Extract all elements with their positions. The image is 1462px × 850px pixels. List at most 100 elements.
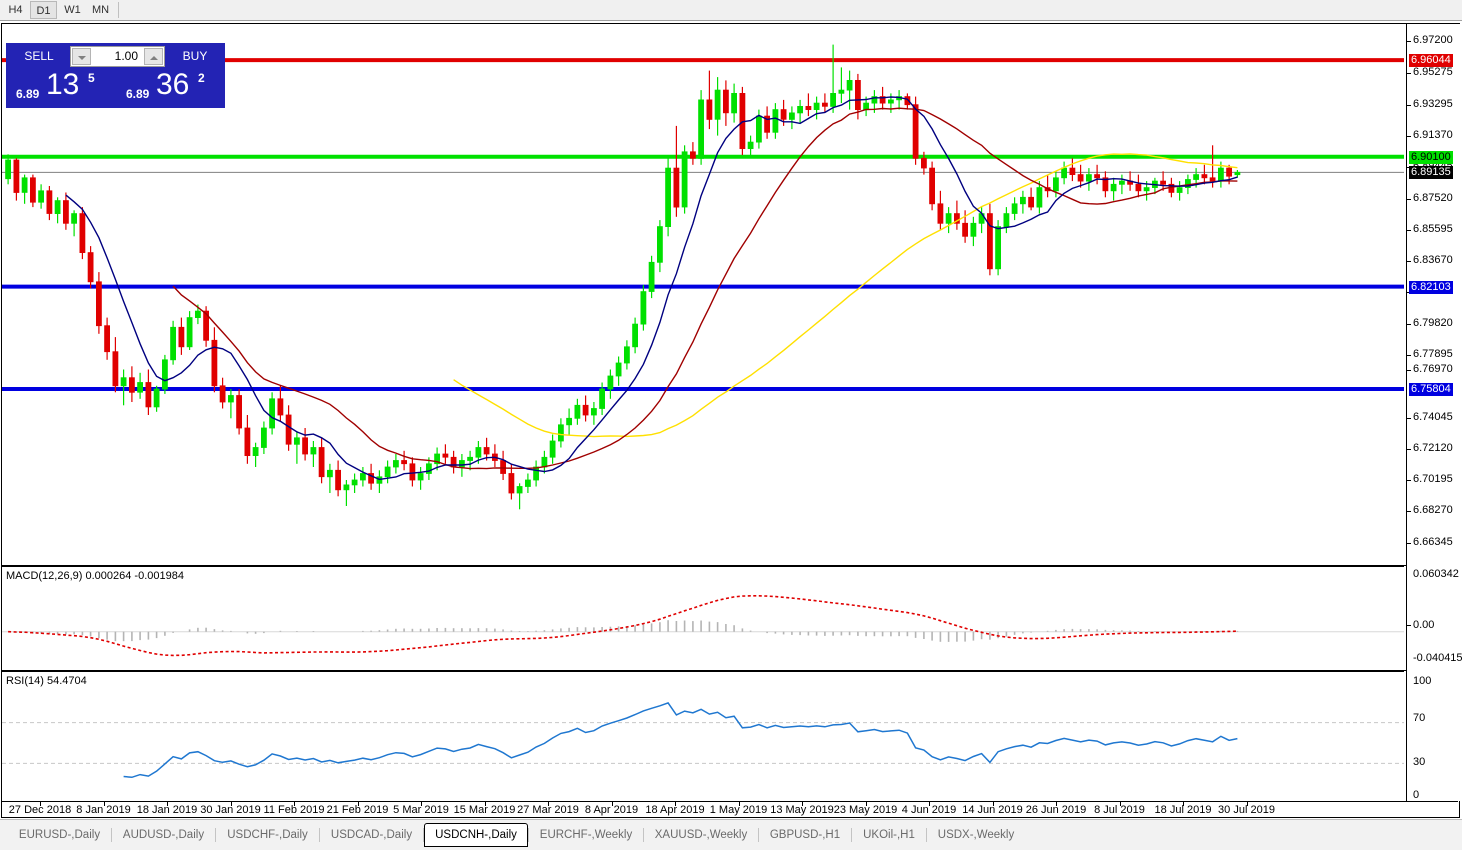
chart-tab-gbpusd[interactable]: GBPUSD-,H1 [769, 829, 841, 841]
candle-body [723, 89, 729, 114]
resistance-price-tag[interactable]: 6.96044 [1409, 54, 1453, 68]
tab-divider [851, 828, 852, 842]
volume-stepper[interactable]: 1.00 [70, 46, 165, 67]
support-price-tag[interactable]: 6.90100 [1409, 150, 1453, 164]
volume-decrease-button[interactable] [72, 48, 91, 65]
price-tick-mark [1407, 72, 1411, 74]
candle-body [129, 377, 135, 393]
candle-body [38, 190, 44, 203]
sell-button[interactable]: 6.89 13 5 [8, 68, 115, 108]
chart-tab-usdcnh[interactable]: USDCNH-,Daily [424, 823, 528, 847]
candle-body [855, 80, 861, 111]
candle-body [1185, 179, 1191, 189]
price-tick-label: 6.87520 [1413, 191, 1453, 204]
date-axis-label: 23 May 2019 [833, 804, 898, 816]
date-axis-label: 5 Mar 2019 [393, 804, 449, 816]
oct-header: SELL 1.00 BUY [7, 44, 226, 68]
candle-body [566, 417, 572, 426]
candle-body [632, 323, 638, 348]
candle-body [13, 159, 20, 193]
candle-body [1003, 213, 1010, 228]
date-axis-label: 30 Jan 2019 [200, 804, 261, 816]
price-tick-label: 6.95275 [1413, 65, 1453, 78]
date-axis-label: 11 Feb 2019 [263, 804, 325, 816]
current-price-tag[interactable]: 6.89135 [1409, 166, 1453, 180]
candle-body [277, 398, 284, 416]
candle-body [178, 326, 185, 348]
date-tick-mark [230, 802, 232, 806]
price-tick-label: 6.70195 [1413, 473, 1453, 486]
rsi-pane[interactable] [2, 671, 1404, 801]
chart-tab-audusd[interactable]: AUDUSD-,Daily [122, 829, 205, 841]
candle-body [1036, 187, 1043, 208]
macd-pane[interactable] [2, 566, 1404, 670]
candle-body [698, 99, 704, 159]
date-tick-mark [611, 802, 613, 806]
candle-body [87, 252, 94, 283]
candle-body [615, 362, 622, 377]
chart-tab-eurusd[interactable]: EURUSD-,Daily [18, 829, 101, 841]
candle-body [137, 382, 144, 393]
price-tick-mark [1407, 104, 1411, 106]
candle-body [970, 222, 977, 237]
candle-body [219, 385, 226, 403]
candle-body [945, 213, 952, 224]
candle-body [409, 463, 416, 481]
candle-body [1201, 174, 1208, 179]
candle-body [5, 159, 11, 180]
candle-body [747, 141, 754, 149]
rsi-tick-label: 70 [1413, 712, 1426, 724]
candle-body [1011, 203, 1018, 214]
toolbar-divider [118, 2, 119, 18]
buy-button[interactable]: 6.89 36 2 [118, 68, 225, 108]
period-button-d1[interactable]: D1 [30, 1, 57, 19]
candle-body [293, 437, 300, 445]
one-click-trading-panel[interactable]: SELL 1.00 BUY 6.89 13 5 6.89 36 2 [6, 43, 225, 108]
price-tick-mark [1407, 323, 1411, 325]
date-axis-label: 27 Dec 2018 [8, 804, 72, 816]
chart-tab-usdchf[interactable]: USDCHF-,Daily [227, 829, 308, 841]
candle-body [1028, 196, 1034, 208]
candle-body [929, 167, 935, 205]
candle-body [483, 447, 490, 455]
period-button-h4[interactable]: H4 [8, 4, 23, 16]
candle-body [937, 203, 944, 224]
rsi-line [123, 702, 1238, 779]
candle-body [789, 112, 795, 120]
sell-label[interactable]: SELL [24, 49, 54, 63]
candle-body [1218, 167, 1224, 182]
price-tick-label: 6.74045 [1413, 410, 1453, 423]
period-button-w1[interactable]: W1 [64, 4, 81, 16]
price-tick-label: 6.85595 [1413, 222, 1453, 235]
candle-body [706, 99, 713, 120]
chart-tab-eurchf[interactable]: EURCHF-,Weekly [539, 829, 633, 841]
chart-tab-ukoil[interactable]: UKOil-,H1 [863, 829, 915, 841]
price-pane[interactable] [2, 24, 1404, 564]
date-tick-mark [738, 802, 740, 806]
chart-tab-usdx[interactable]: USDX-,Weekly [937, 829, 1015, 841]
period-toolbar: H4 D1 W1 MN [0, 0, 1462, 21]
date-axis-label: 1 May 2019 [709, 804, 768, 816]
volume-increase-button[interactable] [144, 48, 163, 65]
chart-tab-xauusd[interactable]: XAUUSD-,Weekly [654, 829, 748, 841]
macd-label: MACD(12,26,9) 0.000264 -0.001984 [6, 570, 184, 582]
price-scale[interactable]: 6.972006.952756.932956.913706.894456.875… [1406, 24, 1462, 801]
level-upper-price-tag[interactable]: 6.82103 [1409, 280, 1453, 294]
volume-input[interactable]: 1.00 [114, 49, 138, 63]
candle-body [549, 440, 556, 458]
candle-body [714, 89, 721, 120]
candle-body [558, 424, 564, 442]
price-tick-mark [1407, 41, 1411, 43]
date-tick-mark [992, 802, 994, 806]
price-tick-mark [1407, 480, 1411, 482]
chart-tab-usdcad[interactable]: USDCAD-,Daily [330, 829, 413, 841]
date-tick-mark [40, 802, 41, 806]
candle-body [351, 479, 358, 486]
level-lower-price-tag[interactable]: 6.75804 [1409, 382, 1453, 396]
period-button-mn[interactable]: MN [91, 4, 110, 16]
candle-body [863, 102, 869, 110]
candle-body [987, 213, 993, 270]
rsi-tick-label: 30 [1413, 756, 1426, 768]
buy-label[interactable]: BUY [182, 49, 208, 63]
sell-price-main: 13 [46, 68, 80, 101]
